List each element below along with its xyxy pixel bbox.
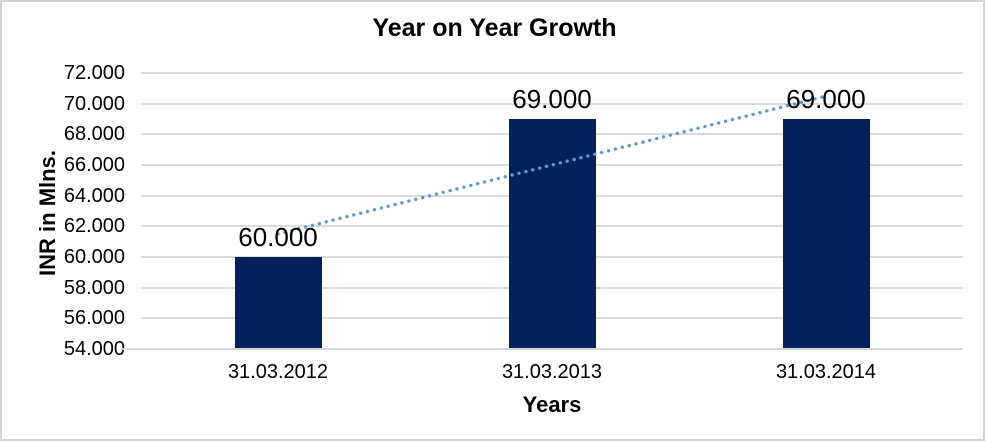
bar <box>782 119 870 349</box>
y-tick-label: 56.000 <box>63 307 125 330</box>
x-axis-title: Years <box>522 392 582 417</box>
x-tick-label: 31.03.2012 <box>227 361 329 383</box>
y-tick-label: 72.000 <box>63 62 125 84</box>
x-tick-label: 31.03.2014 <box>775 361 877 383</box>
y-tick-label: 64.000 <box>63 184 125 207</box>
bar <box>234 257 322 349</box>
y-tick-label: 60.000 <box>63 246 125 268</box>
bar-data-label: 60.000 <box>238 222 318 252</box>
x-tick-label: 31.03.2013 <box>501 361 603 383</box>
gridline <box>141 72 963 74</box>
y-tick-label: 66.000 <box>63 154 125 176</box>
y-tick-label: 68.000 <box>63 123 125 146</box>
y-tick-label: 70.000 <box>63 92 125 115</box>
y-tick-label: 54.000 <box>63 338 125 360</box>
y-tick-label: 62.000 <box>63 215 125 238</box>
plot-area: 60.000 69.000 69.000 <box>141 72 963 350</box>
bar-data-label: 69.000 <box>786 84 866 114</box>
chart-title: Year on Year Growth <box>372 14 617 42</box>
y-tick-label: 58.000 <box>63 276 125 299</box>
trendline <box>276 94 828 236</box>
bar-data-label: 69.000 <box>512 84 592 114</box>
trendline-path <box>276 94 828 236</box>
x-axis-line <box>121 348 963 350</box>
gridline <box>141 102 963 105</box>
